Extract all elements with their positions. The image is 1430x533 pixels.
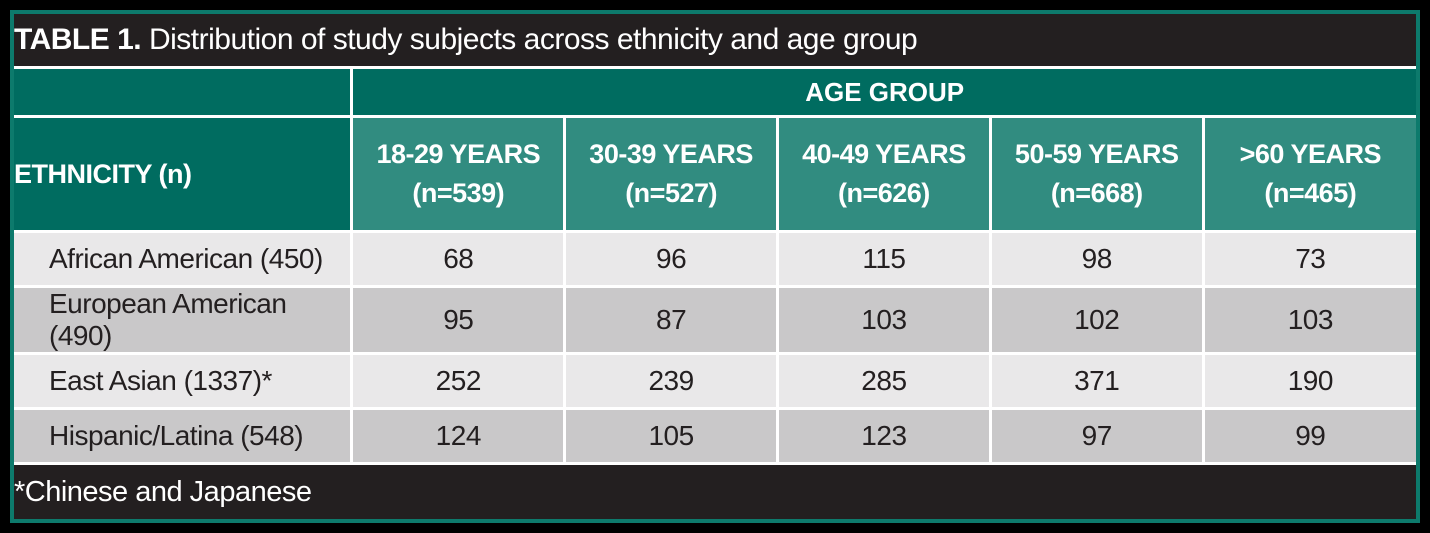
value-cell: 73 [1201,230,1416,288]
value-cell: 105 [563,407,779,465]
value-cell: 115 [776,230,992,288]
age-column-header-4: >60 YEARS (n=465) [1201,115,1416,233]
table-title: Distribution of study subjects across et… [148,23,918,56]
value-cell: 96 [563,230,779,288]
value-cell: 190 [1201,352,1416,410]
column-header-row: ETHNICITY (n) 18-29 YEARS (n=539) 30-39 … [14,115,1416,233]
age-column-header-0: 18-29 YEARS (n=539) [350,115,567,233]
age-column-header-1: 30-39 YEARS (n=527) [563,115,779,233]
age-column-header-3: 50-59 YEARS (n=668) [988,115,1205,233]
table-row-east-asian: East Asian (1337)* 252 239 285 371 190 [14,352,1416,410]
col-header-range: >60 YEARS [1239,138,1382,169]
value-cell: 239 [563,352,779,410]
ethnicity-cell: African American (450) [14,230,354,288]
footnote-row: *Chinese and Japanese [14,462,1416,519]
col-header-range: 30-39 YEARS [589,138,753,169]
ethnicity-column-header: ETHNICITY (n) [14,115,354,233]
value-cell: 97 [988,407,1205,465]
value-cell: 68 [350,230,567,288]
col-header-range: 40-49 YEARS [802,138,966,169]
age-column-header-2: 40-49 YEARS (n=626) [776,115,992,233]
table-row-hispanic-latina: Hispanic/Latina (548) 124 105 123 97 99 [14,407,1416,465]
age-group-header: AGE GROUP [350,66,1416,118]
value-cell: 102 [988,285,1205,355]
value-cell: 285 [776,352,992,410]
value-cell: 98 [988,230,1205,288]
col-header-n: (n=539) [412,178,505,208]
value-cell: 123 [776,407,992,465]
table-title-row: TABLE 1. Distribution of study subjects … [14,14,1416,69]
value-cell: 124 [350,407,567,465]
col-header-n: (n=465) [1264,178,1357,208]
value-cell: 99 [1201,407,1416,465]
figure-frame: TABLE 1. Distribution of study subjects … [10,10,1420,523]
value-cell: 95 [350,285,567,355]
ethnicity-cell: European American (490) [14,285,354,355]
distribution-table: TABLE 1. Distribution of study subjects … [14,14,1416,519]
table-row-european-american: European American (490) 95 87 103 102 10… [14,285,1416,355]
col-header-range: 18-29 YEARS [376,138,541,169]
value-cell: 252 [350,352,567,410]
table-row-african-american: African American (450) 68 96 115 98 73 [14,230,1416,288]
value-cell: 371 [988,352,1205,410]
age-group-band-row: AGE GROUP [14,66,1416,118]
table-title-bar: TABLE 1. Distribution of study subjects … [14,14,1416,69]
ethnicity-cell: Hispanic/Latina (548) [14,407,354,465]
value-cell: 103 [1201,285,1416,355]
col-header-n: (n=527) [625,178,717,208]
value-cell: 87 [563,285,779,355]
table-number-label: TABLE 1. [14,23,142,56]
col-header-range: 50-59 YEARS [1014,138,1179,169]
col-header-n: (n=626) [838,178,930,208]
ethnicity-cell: East Asian (1337)* [14,352,354,410]
footnote-bar: *Chinese and Japanese [14,462,1416,519]
value-cell: 103 [776,285,992,355]
col-header-n: (n=668) [1050,178,1143,208]
corner-cell [14,66,354,118]
